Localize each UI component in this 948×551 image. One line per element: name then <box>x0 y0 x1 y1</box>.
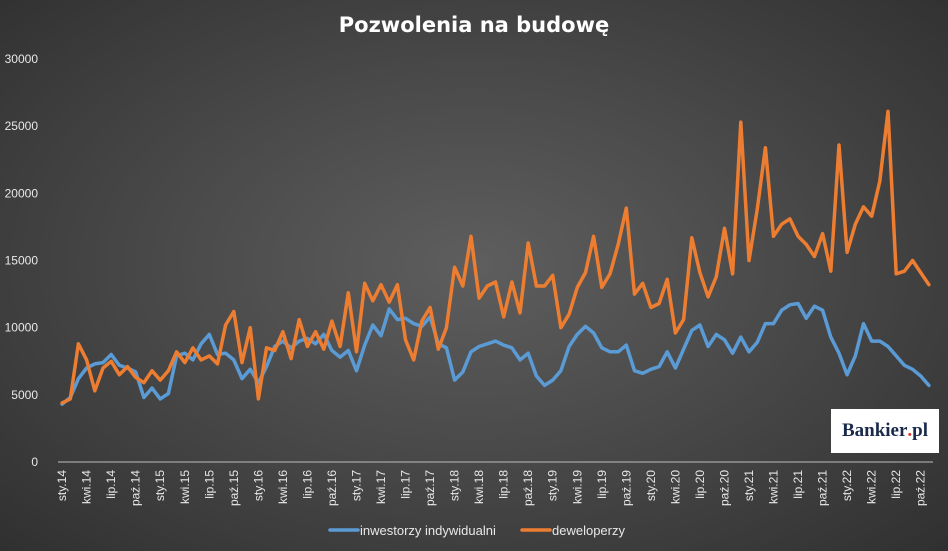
y-tick-label: 25000 <box>5 119 39 133</box>
x-tick-label: sty.21 <box>742 470 756 501</box>
x-tick-label: kwi.17 <box>374 470 388 504</box>
x-tick-label: paź.15 <box>227 470 241 506</box>
x-tick-label: paź.19 <box>619 470 633 506</box>
x-tick-label: sty.14 <box>55 470 69 501</box>
legend-label: deweloperzy <box>552 523 625 538</box>
y-tick-label: 0 <box>31 455 38 469</box>
x-tick-label: kwi.21 <box>767 470 781 504</box>
x-tick-label: kwi.19 <box>570 470 584 504</box>
legend-label: inwestorzy indywidualni <box>360 523 496 538</box>
x-tick-label: kwi.16 <box>276 470 290 504</box>
x-tick-label: sty.22 <box>840 470 854 501</box>
x-tick-label: kwi.18 <box>472 470 486 504</box>
x-tick-label: paź.14 <box>129 470 143 506</box>
x-tick-label: sty.20 <box>644 470 658 501</box>
logo-suffix: pl <box>912 420 929 441</box>
legend: inwestorzy indywidualni deweloperzy <box>328 523 625 538</box>
x-tick-label: sty.17 <box>349 470 363 501</box>
y-tick-label: 30000 <box>5 52 39 66</box>
chart-title: Pozwolenia na budowę <box>339 13 609 37</box>
x-tick-label: lip.15 <box>202 470 216 499</box>
y-tick-label: 10000 <box>5 321 39 335</box>
y-axis: 0 5000 10000 15000 20000 25000 30000 <box>5 52 39 469</box>
x-tick-label: paź.16 <box>325 470 339 506</box>
x-tick-label: lip.22 <box>889 470 903 499</box>
x-tick-label: lip.16 <box>300 470 314 499</box>
x-tick-label: lip.14 <box>104 470 118 499</box>
x-tick-label: kwi.15 <box>178 470 192 504</box>
x-tick-label: lip.20 <box>693 470 707 499</box>
y-tick-label: 5000 <box>11 388 38 402</box>
x-tick-label: kwi.14 <box>80 470 94 504</box>
x-tick-label: sty.18 <box>448 470 462 501</box>
y-tick-label: 15000 <box>5 254 39 268</box>
series-line-deweloperzy <box>60 109 931 405</box>
x-tick-label: sty.19 <box>546 470 560 501</box>
logo-dot: . <box>907 420 913 441</box>
x-tick-label: sty.15 <box>153 470 167 501</box>
x-tick-label: kwi.22 <box>865 470 879 504</box>
x-tick-label: lip.17 <box>399 470 413 499</box>
logo-name: Bankier <box>841 420 908 441</box>
x-axis: sty.14 kwi.14 lip.14 paź.14 sty.15 kwi.15 lip.… <box>55 461 933 506</box>
x-tick-label: paź.21 <box>816 470 830 506</box>
x-tick-label: sty.16 <box>251 470 265 501</box>
y-tick-label: 20000 <box>5 186 39 200</box>
bankier-logo: Bankier. pl <box>831 409 939 453</box>
x-tick-label: paź.18 <box>521 470 535 506</box>
x-tick-label: lip.19 <box>595 470 609 499</box>
series-line-inwestorzy-indywidualni <box>60 301 931 406</box>
x-tick-label: kwi.20 <box>668 470 682 504</box>
x-tick-label: paź.20 <box>717 470 731 506</box>
x-tick-label: lip.21 <box>791 470 805 499</box>
x-tick-label: lip.18 <box>497 470 511 499</box>
x-tick-label: paź.17 <box>423 470 437 506</box>
series-layer <box>60 109 931 406</box>
x-tick-label: paź.22 <box>914 470 928 506</box>
